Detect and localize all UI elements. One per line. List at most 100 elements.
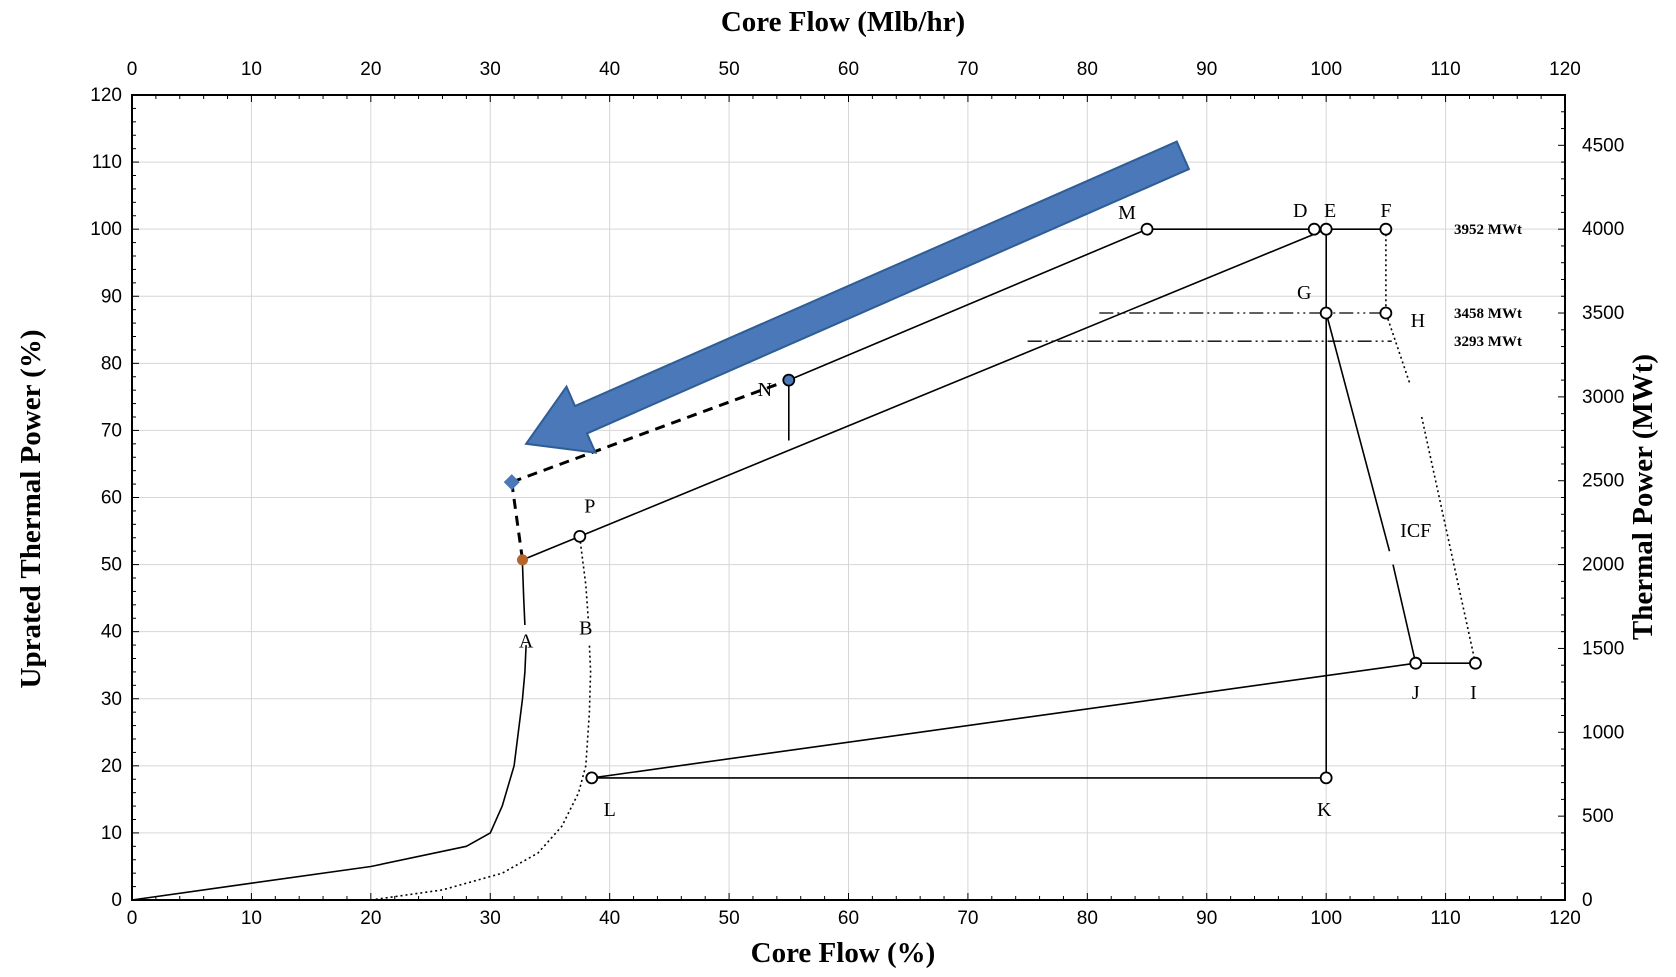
point-label-H: H	[1411, 310, 1425, 332]
x-tick-label: 40	[599, 908, 620, 929]
x-tick-label: 120	[1549, 908, 1581, 929]
x2-tick-label: 30	[480, 59, 501, 80]
point-marker-open	[1140, 222, 1154, 236]
x-tick-label: 30	[480, 908, 501, 929]
x2-tick-label: 50	[719, 59, 740, 80]
x2-tick-label: 90	[1196, 59, 1217, 80]
x-tick-label: 100	[1310, 908, 1342, 929]
y2-tick-label: 3500	[1582, 303, 1624, 324]
point-marker-open	[573, 530, 587, 543]
x2-tick-label: 100	[1310, 59, 1342, 80]
y2-tick-label: 500	[1582, 806, 1614, 827]
series-line-solid	[521, 564, 526, 626]
mwt-annotation: 3293 MWt	[1454, 334, 1522, 350]
text-label: ICF	[1400, 520, 1431, 542]
series-line-solid	[1325, 312, 1391, 552]
mwt-annotation: 3952 MWt	[1454, 222, 1522, 238]
mwt-annotation: 3458 MWt	[1454, 306, 1522, 322]
series-line-dotted	[1420, 416, 1477, 664]
point-marker-open	[1409, 656, 1423, 670]
series-line-solid	[1392, 564, 1417, 664]
x-tick-label: 60	[838, 908, 859, 929]
point-labels: D E F M G H N P J I L K A B ICF 3952 MWt 3458 MWt 3293 MW…	[519, 200, 1522, 821]
y2-tick-label: 1000	[1582, 722, 1624, 743]
y-tick-label: 120	[90, 85, 122, 106]
series-line-dotted	[579, 537, 589, 619]
point-marker-open	[1319, 771, 1333, 785]
big-arrow-shape	[524, 140, 1191, 454]
y-tick-label: 40	[101, 622, 122, 643]
point-label-J: J	[1412, 682, 1420, 704]
y-tick-label: 30	[101, 689, 122, 710]
y-tick-label: 50	[101, 555, 122, 576]
y-tick-label: 100	[90, 219, 122, 240]
series-line-dashed	[510, 481, 524, 561]
x2-tick-label: 20	[360, 59, 381, 80]
point-label-L: L	[604, 799, 616, 821]
point-marker-diamond	[503, 474, 520, 491]
x2-tick-label: 120	[1549, 59, 1581, 80]
point-marker-open	[1307, 222, 1321, 236]
x-tick-label: 110	[1430, 908, 1460, 929]
y2-tick-label: 3000	[1582, 387, 1624, 408]
y-tick-label: 80	[101, 353, 122, 374]
point-label-P: P	[584, 495, 595, 517]
series-line-dotted	[1385, 229, 1411, 384]
series-line-dashed	[511, 378, 790, 484]
x-tick-label: 0	[127, 908, 138, 929]
y-tick-label: 0	[111, 890, 122, 911]
y-tick-label: 90	[101, 286, 122, 307]
point-marker-orange	[516, 554, 528, 566]
y2-tick-label: 0	[1582, 890, 1593, 911]
x2-tick-label: 0	[127, 59, 138, 80]
point-label-K: K	[1317, 799, 1332, 821]
series-line-solid	[788, 228, 1386, 381]
x-tick-label: 70	[957, 908, 978, 929]
point-label-G: G	[1297, 282, 1311, 304]
top-axis-title: Core Flow (Mlb/hr)	[721, 6, 965, 38]
grid-lines	[132, 95, 1565, 900]
y2-tick-label: 2000	[1582, 555, 1624, 576]
x2-tick-label: 10	[241, 59, 262, 80]
point-marker-open	[1379, 222, 1393, 236]
left-axis-title: Uprated Thermal Power (%)	[15, 330, 47, 689]
x2-tick-label: 110	[1430, 59, 1460, 80]
point-marker-open	[585, 771, 599, 785]
y-tick-label: 110	[92, 152, 122, 173]
point-label-I: I	[1470, 682, 1477, 704]
point-label-F: F	[1380, 200, 1391, 222]
x2-tick-label: 80	[1077, 59, 1098, 80]
series-line-solid	[131, 645, 527, 901]
bottom-axis-title: Core Flow (%)	[751, 937, 936, 969]
y-tick-label: 70	[101, 420, 122, 441]
text-label: A	[519, 631, 534, 653]
series-line-dotted	[370, 645, 592, 901]
point-label-M: M	[1118, 202, 1136, 224]
x-tick-label: 50	[719, 908, 740, 929]
y2-tick-label: 4500	[1582, 135, 1624, 156]
point-markers	[503, 222, 1482, 785]
x-tick-label: 80	[1077, 908, 1098, 929]
point-marker-blue	[782, 373, 796, 387]
point-marker-open	[1469, 656, 1482, 670]
y2-tick-label: 4000	[1582, 219, 1624, 240]
x-tick-label: 20	[360, 908, 381, 929]
point-marker-open	[1379, 306, 1393, 320]
y-tick-label: 10	[101, 823, 122, 844]
x2-tick-label: 70	[957, 59, 978, 80]
y2-tick-label: 2500	[1582, 471, 1624, 492]
y-tick-label: 20	[101, 756, 122, 777]
point-label-D: D	[1293, 200, 1307, 222]
point-marker-open	[1319, 222, 1333, 236]
x-tick-label: 90	[1196, 908, 1217, 929]
text-label: B	[579, 617, 592, 639]
point-label-N: N	[758, 379, 772, 401]
right-axis-title: Thermal Power (MWt)	[1627, 354, 1659, 640]
y-tick-label: 60	[101, 488, 122, 509]
point-marker-open	[1319, 306, 1333, 320]
point-label-E: E	[1324, 200, 1336, 222]
x2-tick-label: 40	[599, 59, 620, 80]
series-line-solid	[591, 662, 1476, 779]
arrow-layer	[524, 140, 1191, 454]
